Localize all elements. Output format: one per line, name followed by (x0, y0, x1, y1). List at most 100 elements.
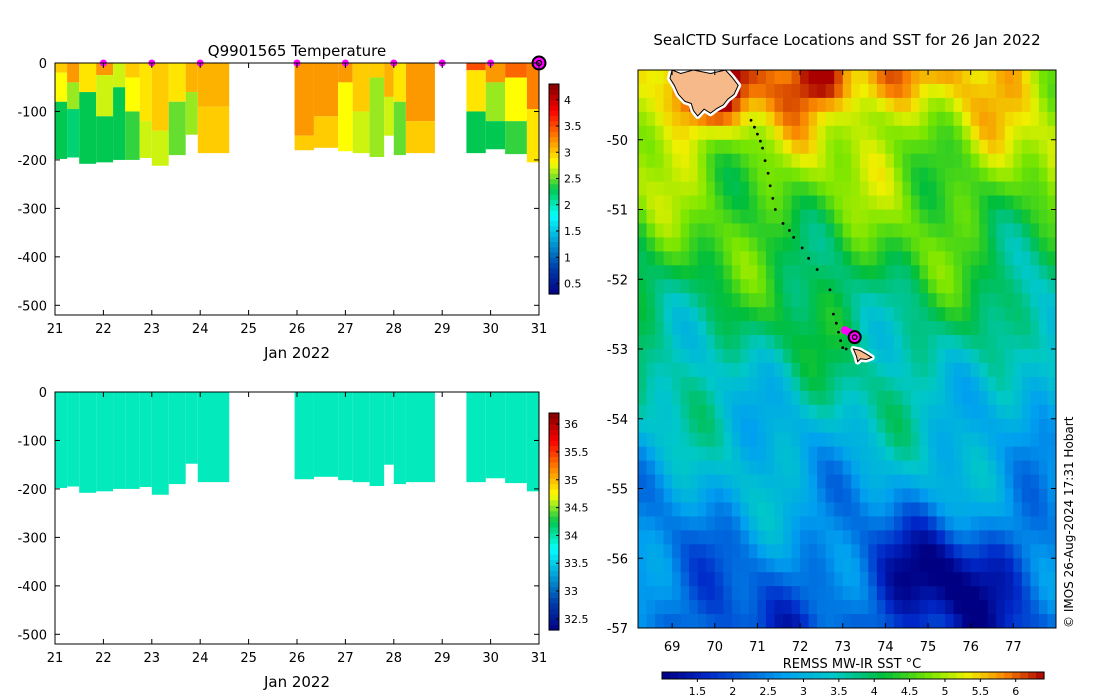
x-tick-label: 25 (240, 322, 257, 337)
sst-cell (893, 572, 903, 587)
sst-cell (996, 502, 1006, 517)
sst-cell (868, 600, 878, 615)
sst-cell (851, 404, 861, 420)
sst-cell (1021, 279, 1031, 294)
track-point (828, 288, 832, 292)
sst-cell (817, 237, 827, 252)
sst-cell (928, 153, 938, 169)
sst-cell (655, 111, 665, 127)
profile-layer (151, 63, 169, 131)
sst-cell (748, 460, 758, 476)
colorbar-segment (549, 89, 559, 96)
sst-cell (987, 223, 997, 238)
sst-cell (953, 237, 963, 252)
sst-cell (765, 572, 775, 587)
sst-cell (953, 586, 963, 601)
sst-cell (740, 446, 750, 462)
sst-cell (638, 209, 648, 224)
sst-cell (1004, 335, 1014, 350)
sst-cell (731, 293, 741, 308)
sst-cell (859, 97, 869, 113)
sst-cell (817, 70, 827, 85)
sst-cell (800, 97, 810, 113)
sst-cell (748, 321, 758, 336)
sst-cell (655, 544, 665, 559)
sst-cell (748, 251, 758, 266)
sst-cell (731, 223, 741, 238)
sst-cell (697, 209, 707, 224)
colorbar-segment (549, 283, 559, 290)
sst-cell (655, 97, 665, 113)
sst-cell (689, 530, 699, 545)
sst-cell (834, 70, 844, 85)
sst-cell (646, 600, 656, 615)
sst-cell (996, 586, 1006, 601)
profile-column (168, 392, 186, 485)
sst-cell (919, 111, 929, 127)
sst-cell (885, 321, 895, 336)
sst-cell (834, 544, 844, 559)
sst-cell (885, 125, 895, 141)
sst-cell (740, 460, 750, 476)
sst-cell (817, 404, 827, 420)
sst-cell (757, 586, 767, 601)
sst-cell (808, 279, 818, 294)
sst-cell (706, 223, 716, 238)
sst-cell (765, 139, 775, 155)
sst-cell (1013, 460, 1023, 476)
sst-cell (783, 432, 793, 448)
sst-cell (1030, 195, 1040, 210)
sst-cell (783, 446, 793, 462)
sst-cell (962, 251, 972, 266)
sst-cell (757, 251, 767, 266)
sst-cell (791, 307, 801, 322)
sst-cell (817, 432, 827, 448)
sst-cell (825, 167, 835, 183)
sst-cell (987, 418, 997, 434)
sst-cell (774, 502, 784, 517)
sst-colorbar-segment (749, 672, 759, 679)
sst-cell (945, 279, 955, 294)
sst-cell (996, 404, 1006, 420)
sst-cell (808, 474, 818, 489)
sst-cell (945, 544, 955, 559)
sst-cell (979, 195, 989, 210)
sst-cell (868, 516, 878, 531)
sst-cell (876, 335, 886, 350)
colorbar-segment (549, 499, 559, 506)
colorbar-segment (549, 257, 559, 264)
sst-cell (851, 139, 861, 155)
sst-cell (1021, 111, 1031, 127)
sst-cell (885, 558, 895, 573)
sst-cell (817, 195, 827, 210)
lon-tick-label: 72 (792, 640, 809, 655)
sst-cell (996, 97, 1006, 113)
colorbar-segment (549, 548, 559, 555)
sst-cell (714, 530, 724, 545)
sst-cell (817, 321, 827, 336)
sst-cell (902, 195, 912, 210)
sst-cell (953, 167, 963, 183)
sst-cell (655, 83, 665, 99)
sst-cell (859, 237, 869, 252)
sst-cell (663, 349, 673, 364)
sst-cell (774, 181, 784, 197)
sst-cell (765, 335, 775, 350)
sst-cell (979, 209, 989, 224)
sst-cell (638, 335, 648, 350)
sst-cell (868, 265, 878, 280)
sst-cell (953, 335, 963, 350)
sst-cell (757, 474, 767, 489)
profile-layer (485, 82, 506, 122)
sst-cell (902, 446, 912, 462)
colorbar-segment (549, 413, 559, 420)
sst-cell (765, 111, 775, 127)
sst-cell (800, 195, 810, 210)
sst-cell (834, 307, 844, 322)
sst-cell (731, 558, 741, 573)
sst-cell (893, 307, 903, 322)
sst-cell (680, 335, 690, 350)
sst-cell (1030, 418, 1040, 434)
sst-cell (868, 474, 878, 489)
sst-cell (783, 488, 793, 503)
